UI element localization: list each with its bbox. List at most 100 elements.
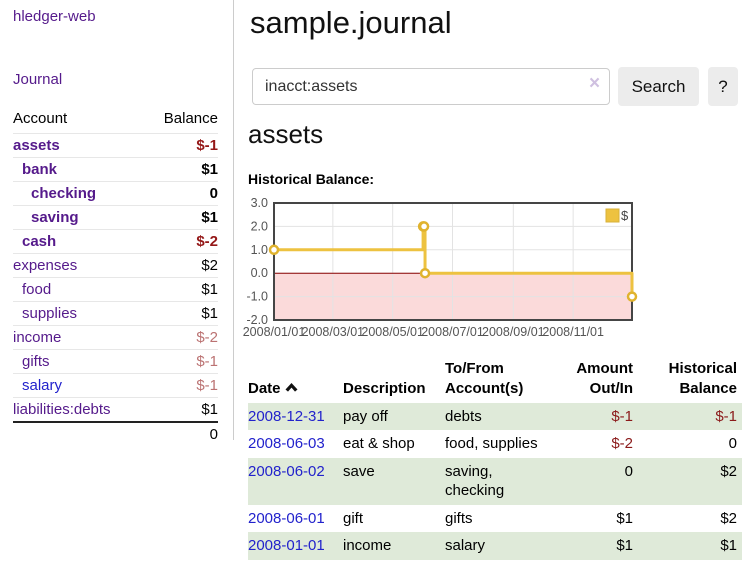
account-balance: $-2 <box>144 229 218 254</box>
transaction-balance: $2 <box>720 462 737 480</box>
transaction-date-link[interactable]: 2008-06-02 <box>248 462 325 480</box>
svg-text:2008/05/01: 2008/05/01 <box>361 325 424 339</box>
account-balance: 0 <box>144 181 218 206</box>
account-link-income[interactable]: income <box>13 329 62 346</box>
column-header-description[interactable]: Description <box>343 380 426 398</box>
svg-text:2008/11/01: 2008/11/01 <box>542 325 604 339</box>
account-link-cash[interactable]: cash <box>22 233 57 250</box>
transaction-balance: $2 <box>720 509 737 527</box>
account-link-supplies[interactable]: supplies <box>22 305 78 322</box>
register-table: Date Description To/From Account(s) Amou… <box>248 357 742 560</box>
account-balance: $1 <box>144 157 218 182</box>
account-row: food $1 <box>13 277 218 302</box>
search-input[interactable] <box>252 68 610 105</box>
account-balance: $2 <box>144 253 218 278</box>
transaction-row: 2008-12-31 pay off debts $-1 $-1 <box>248 402 742 430</box>
transaction-date-link[interactable]: 2008-06-03 <box>248 435 325 452</box>
account-row: gifts $-1 <box>13 349 218 374</box>
account-balance: $-1 <box>144 133 218 158</box>
account-link-liabilities-debts[interactable]: liabilities:debts <box>13 401 111 418</box>
transaction-amount: $1 <box>616 509 633 527</box>
chart-title: Historical Balance: <box>248 171 375 187</box>
transaction-balance: $-1 <box>715 407 737 425</box>
account-link-checking[interactable]: checking <box>31 185 97 202</box>
account-row: assets $-1 <box>13 133 218 158</box>
svg-text:0.0: 0.0 <box>251 266 268 280</box>
account-balance: $-2 <box>144 325 218 350</box>
column-header-accounts[interactable]: To/From Account(s) <box>445 360 524 398</box>
account-link-saving[interactable]: saving <box>31 209 79 226</box>
transaction-accounts: debts <box>445 407 482 425</box>
svg-text:$: $ <box>621 208 629 223</box>
transaction-date-link[interactable]: 2008-12-31 <box>248 407 325 425</box>
transaction-accounts: salary <box>445 537 486 554</box>
transaction-date-link[interactable]: 2008-01-01 <box>248 537 325 554</box>
account-row: income $-2 <box>13 325 218 350</box>
transaction-amount: $-2 <box>611 435 633 452</box>
account-row: cash $-2 <box>13 229 218 254</box>
historical-balance-chart: $3.0 2.0 1.0 0.0 -1.0 -2.02008/01/012008/03/0… <box>243 196 638 339</box>
account-link-gifts[interactable]: gifts <box>22 353 50 370</box>
accounts-total-row: 0 <box>13 421 218 446</box>
account-row: checking 0 <box>13 181 218 206</box>
svg-text:2008/09/01: 2008/09/01 <box>482 325 545 339</box>
accounts-header-account: Account <box>13 110 68 127</box>
transaction-row: 2008-06-03 eat & shop food, supplies $-2 0 <box>248 430 742 458</box>
account-balance: $1 <box>144 397 218 422</box>
account-link-food[interactable]: food <box>22 281 52 298</box>
accounts-table: Account Balance assets $-1 bank $1 checking 0… <box>13 106 218 446</box>
transaction-description: eat & shop <box>343 435 415 452</box>
help-button[interactable]: ? <box>708 67 738 106</box>
account-link-assets[interactable]: assets <box>13 137 60 154</box>
transaction-date-link[interactable]: 2008-06-01 <box>248 509 325 527</box>
account-row: liabilities:debts $1 <box>13 397 218 422</box>
transaction-amount: 0 <box>624 462 633 480</box>
x-clear-icon[interactable]: × <box>589 73 601 94</box>
account-row: bank $1 <box>13 157 218 182</box>
account-link-bank[interactable]: bank <box>22 161 58 178</box>
svg-text:2008/03/01: 2008/03/01 <box>302 325 365 339</box>
svg-text:2008/07/01: 2008/07/01 <box>421 325 484 339</box>
register-header-row: Date Description To/From Account(s) Amou… <box>248 357 742 403</box>
svg-text:-2.0: -2.0 <box>246 313 268 327</box>
transaction-balance: 0 <box>728 435 737 452</box>
transaction-description: gift <box>343 509 364 527</box>
transaction-description: pay off <box>343 407 388 425</box>
accounts-header-balance: Balance <box>163 110 218 127</box>
sidebar-item-journal[interactable]: Journal <box>13 71 63 88</box>
account-balance: $-1 <box>144 349 218 374</box>
transaction-amount: $-1 <box>611 407 633 425</box>
transaction-description: income <box>343 537 392 554</box>
transaction-balance: $1 <box>720 537 737 554</box>
svg-text:3.0: 3.0 <box>251 196 268 210</box>
transaction-description: save <box>343 462 375 480</box>
column-header-date[interactable]: Date <box>248 357 343 403</box>
transaction-row: 2008-06-01 gift gifts $1 $2 <box>248 505 742 533</box>
svg-text:1.0: 1.0 <box>251 243 268 257</box>
accounts-header-row: Account Balance <box>13 106 218 134</box>
app-brand-link[interactable]: hledger-web <box>13 8 96 25</box>
account-row: salary $-1 <box>13 373 218 398</box>
column-header-date-label: Date <box>248 380 281 398</box>
accounts-total-value: 0 <box>144 421 218 446</box>
account-link-expenses[interactable]: expenses <box>13 257 78 274</box>
transaction-amount: $1 <box>616 537 633 554</box>
account-row: expenses $2 <box>13 253 218 278</box>
svg-text:-1.0: -1.0 <box>246 290 268 304</box>
column-header-amount[interactable]: Amount Out/In <box>576 360 633 398</box>
transaction-row: 2008-06-02 save saving, checking 0 $2 <box>248 457 742 505</box>
page-title: sample.journal <box>250 5 452 40</box>
svg-text:2008/01/01: 2008/01/01 <box>243 325 306 339</box>
sidebar-divider <box>233 0 234 440</box>
account-row: supplies $1 <box>13 301 218 326</box>
search-button[interactable]: Search <box>618 67 699 106</box>
transaction-accounts: saving, checking <box>445 462 505 500</box>
column-header-balance[interactable]: Historical Balance <box>668 360 737 398</box>
account-balance: $1 <box>144 277 218 302</box>
account-balance: $1 <box>144 205 218 230</box>
account-row: saving $1 <box>13 205 218 230</box>
register-account-heading: assets <box>248 119 324 149</box>
account-balance: $-1 <box>144 373 218 398</box>
account-link-salary[interactable]: salary <box>22 377 63 394</box>
transaction-accounts: gifts <box>445 509 473 527</box>
